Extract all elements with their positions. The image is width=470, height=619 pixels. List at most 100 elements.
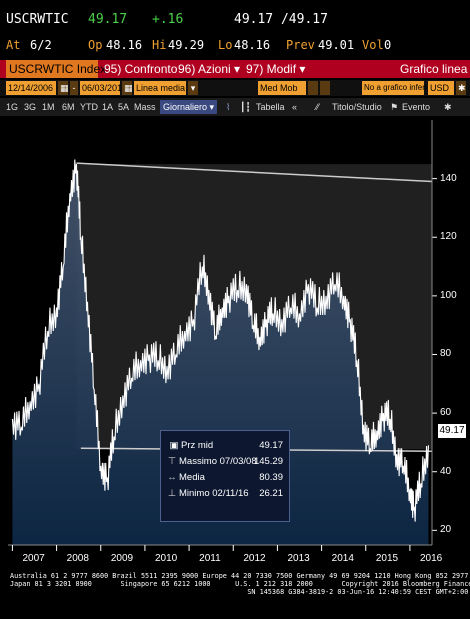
function-toolbar: USCRWTIC Index 95) Confronto 96) Azioni …: [0, 60, 470, 78]
frequency-select[interactable]: Giornaliero ▾: [160, 100, 218, 114]
price-series-line: [11, 159, 430, 522]
line-type-select[interactable]: Linea media: [134, 81, 186, 95]
gear-icon[interactable]: ✱: [456, 81, 466, 95]
lower-chart-select[interactable]: No a grafico inferi: [362, 81, 427, 95]
actions-menu[interactable]: 96) Azioni ▾: [178, 60, 240, 78]
footer-contacts: Australia 61 2 9777 8600 Brazil 5511 239…: [10, 572, 470, 596]
at-label: At: [6, 38, 21, 52]
legend-price-label: Prz mid: [181, 440, 214, 451]
x-tick-label: 2011: [199, 553, 221, 564]
legend-price-value: 49.17: [259, 440, 283, 451]
legend-row-price: ▣ Prz mid 49.17: [167, 439, 287, 453]
open-value: 48.16: [106, 38, 143, 52]
y-tick-label: 80: [440, 348, 452, 360]
average-marker-icon: ↔: [167, 472, 177, 483]
prev-value: 49.01: [318, 38, 355, 52]
chart-legend[interactable]: ▣ Prz mid 49.17 ⊤ Massimo 07/03/08 145.2…: [160, 430, 290, 522]
y-tick-label: 100: [440, 289, 457, 301]
low-label: Lo: [218, 38, 233, 52]
period-1a[interactable]: 1A: [102, 102, 114, 112]
period-ytd[interactable]: YTD: [80, 102, 98, 112]
x-tick-label: 2013: [287, 553, 310, 564]
y-tick-label: 140: [440, 172, 457, 184]
prev-label: Prev: [286, 38, 315, 52]
modify-label: 97) Modif: [246, 62, 297, 76]
open-label: Op: [88, 38, 103, 52]
table-button[interactable]: Tabella: [256, 102, 285, 112]
bid-ask: 49.17 /49.17: [234, 12, 328, 27]
max-marker-icon: ⊤: [167, 456, 177, 467]
calendar-icon[interactable]: ▦: [122, 81, 133, 95]
chevron-down-icon: ▾: [234, 62, 241, 76]
period-1m[interactable]: 1M: [42, 102, 55, 112]
max-reference-line: [76, 162, 433, 183]
date-toolbar: 12/14/2006 ▦ - 06/03/2016 ▦ Linea media …: [0, 80, 470, 96]
legend-row-avg: ↔ Media 80.39: [167, 471, 287, 485]
vol-label: Vol: [362, 38, 384, 52]
ticker-row: USCRWTIC 49.17 +.16 49.17 /49.17: [0, 12, 470, 28]
x-tick-label: 2012: [243, 553, 266, 564]
collapse-icon[interactable]: «: [292, 102, 298, 112]
high-label: Hi: [152, 38, 167, 52]
title-study-button[interactable]: Titolo/Studio: [332, 102, 382, 112]
price-line: [11, 159, 430, 522]
legend-max-value: 145.29: [253, 456, 283, 467]
chevron-down-icon: ▾: [299, 62, 306, 76]
modify-menu[interactable]: 97) Modif ▾: [246, 60, 305, 78]
compare-button[interactable]: 95) Confronto: [104, 62, 178, 76]
calendar-icon[interactable]: ▦: [58, 81, 69, 95]
y-tick-label: 60: [440, 407, 452, 419]
legend-min-value: 26.21: [259, 488, 283, 499]
end-date-field[interactable]: 06/03/2016: [80, 81, 128, 95]
last-price-tag: 49.17: [438, 424, 466, 438]
chevron-down-icon: ▾: [209, 102, 215, 112]
frequency-label: Giornaliero: [163, 102, 208, 112]
title-study-icon: ⁄⁄: [316, 102, 320, 112]
dash-separator: -: [70, 81, 78, 95]
period-max[interactable]: Mass: [134, 102, 156, 112]
vol-value: 0: [384, 38, 392, 52]
period-6m[interactable]: 6M: [62, 102, 75, 112]
low-value: 48.16: [234, 38, 271, 52]
x-tick-label: 2008: [66, 553, 89, 564]
moving-average-box[interactable]: [308, 81, 318, 95]
legend-row-max: ⊤ Massimo 07/03/08 145.29: [167, 455, 287, 469]
ticker-symbol: USCRWTIC: [6, 12, 69, 27]
legend-avg-value: 80.39: [259, 472, 283, 483]
x-tick-label: 2007: [22, 553, 45, 564]
x-tick-label: 2016: [420, 553, 443, 564]
y-tick-label: 40: [440, 465, 452, 477]
legend-row-min: ⊥ Minimo 02/11/16 26.21: [167, 487, 287, 501]
period-5a[interactable]: 5A: [118, 102, 130, 112]
legend-max-label: Massimo 07/03/08: [179, 456, 257, 467]
actions-label: 96) Azioni: [178, 62, 231, 76]
flag-icon: ⚑: [390, 102, 399, 112]
x-tick-label: 2015: [375, 553, 399, 564]
settings-icon[interactable]: ✱: [444, 102, 452, 112]
legend-avg-label: Media: [179, 472, 205, 483]
min-marker-icon: ⊥: [167, 488, 177, 499]
y-tick-label: 20: [440, 524, 452, 536]
start-date-field[interactable]: 12/14/2006: [6, 81, 56, 95]
chart-type-title: Grafico linea: [400, 62, 468, 76]
y-tick-label: 120: [440, 231, 457, 243]
at-value: 6/2: [30, 38, 52, 52]
x-tick-label: 2014: [331, 553, 354, 564]
high-value: 49.29: [168, 38, 205, 52]
period-3g[interactable]: 3G: [24, 102, 37, 112]
security-field[interactable]: USCRWTIC Index: [6, 60, 106, 78]
legend-min-label: Minimo 02/11/16: [179, 488, 249, 499]
currency-select[interactable]: USD: [428, 81, 454, 95]
bar-chart-icon[interactable]: ┃┇: [240, 102, 251, 112]
last-price: 49.17: [88, 12, 128, 27]
event-button[interactable]: Evento: [402, 102, 431, 112]
moving-average-field[interactable]: Med Mob: [258, 81, 306, 95]
net-change: +.16: [152, 12, 184, 27]
period-1g[interactable]: 1G: [6, 102, 19, 112]
chevron-down-icon[interactable]: ▾: [188, 81, 198, 95]
moving-average-box-2[interactable]: [320, 81, 330, 95]
checkbox-icon[interactable]: ▣: [169, 440, 179, 451]
quote-row: At 6/2 Op 48.16 Hi 49.29 Lo 48.16 Prev 4…: [0, 38, 470, 54]
line-chart-icon[interactable]: ⌇: [226, 102, 231, 112]
